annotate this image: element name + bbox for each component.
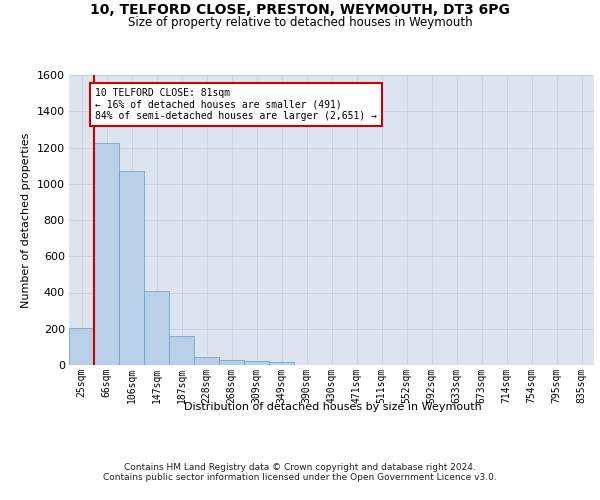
- Text: 10 TELFORD CLOSE: 81sqm
← 16% of detached houses are smaller (491)
84% of semi-d: 10 TELFORD CLOSE: 81sqm ← 16% of detache…: [95, 88, 377, 121]
- Text: Distribution of detached houses by size in Weymouth: Distribution of detached houses by size …: [184, 402, 482, 412]
- Text: Contains public sector information licensed under the Open Government Licence v3: Contains public sector information licen…: [103, 474, 497, 482]
- Bar: [244, 362, 269, 365]
- Y-axis label: Number of detached properties: Number of detached properties: [21, 132, 31, 308]
- Bar: [69, 328, 94, 365]
- Bar: [219, 360, 244, 365]
- Bar: [94, 143, 119, 365]
- Bar: [169, 336, 194, 365]
- Text: Contains HM Land Registry data © Crown copyright and database right 2024.: Contains HM Land Registry data © Crown c…: [124, 462, 476, 471]
- Text: Size of property relative to detached houses in Weymouth: Size of property relative to detached ho…: [128, 16, 472, 29]
- Bar: [269, 362, 294, 365]
- Bar: [144, 290, 169, 365]
- Bar: [119, 171, 144, 365]
- Text: 10, TELFORD CLOSE, PRESTON, WEYMOUTH, DT3 6PG: 10, TELFORD CLOSE, PRESTON, WEYMOUTH, DT…: [90, 2, 510, 16]
- Bar: [194, 357, 219, 365]
